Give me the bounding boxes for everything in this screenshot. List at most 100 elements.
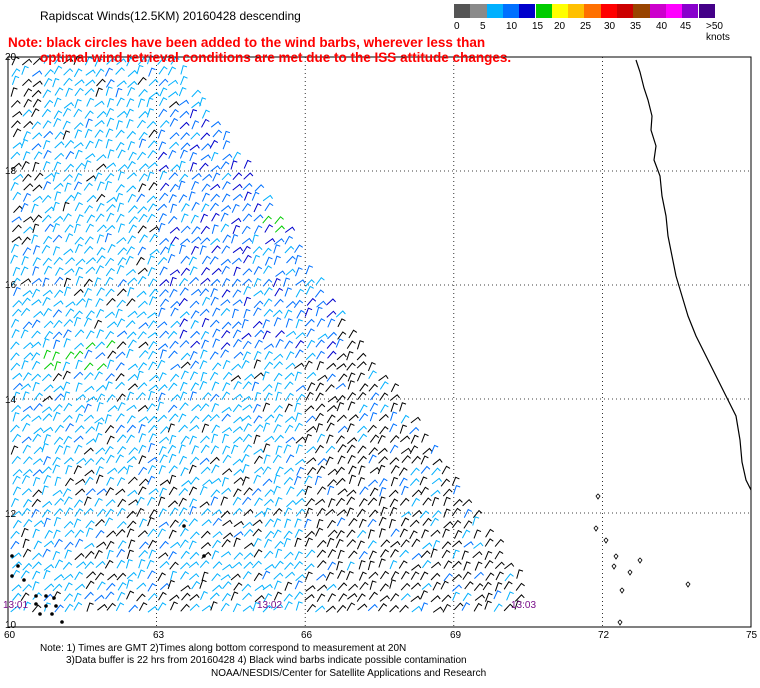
wind-barb (304, 593, 315, 601)
wind-barb (432, 539, 441, 550)
wind-barb (167, 423, 175, 433)
wind-barb (199, 380, 208, 390)
map-title: Rapidscat Winds(12.5KM) 20160428 descend… (40, 9, 301, 23)
wind-barb (209, 351, 219, 360)
wind-barb (94, 594, 105, 602)
wind-barb (473, 602, 483, 612)
wind-barb (379, 381, 389, 390)
wind-barb (190, 310, 200, 319)
wind-barb (128, 447, 139, 455)
footer-note-line2: 3)Data buffer is 22 hrs from 20160428 4)… (66, 655, 467, 666)
legend-tick-label: 0 (454, 21, 460, 32)
wind-barb (441, 541, 452, 550)
wind-barb (233, 416, 244, 424)
wind-barb (73, 310, 83, 319)
wind-barb (10, 424, 20, 433)
wind-barb (327, 485, 335, 496)
wind-barb (85, 153, 96, 160)
wind-barb (11, 162, 22, 170)
wind-barb (21, 160, 30, 170)
wind-barb (358, 497, 368, 507)
wind-barb (262, 422, 271, 432)
wind-barb (10, 99, 21, 108)
wind-barb (180, 255, 190, 264)
wind-barb (314, 412, 324, 422)
wind-barb (440, 580, 449, 590)
wind-barb (65, 351, 75, 360)
wind-barb (295, 288, 305, 298)
wind-barb (64, 182, 72, 192)
wind-barb (317, 333, 328, 340)
wind-barb (326, 422, 335, 432)
wind-barb (296, 309, 305, 319)
wind-barb (422, 447, 433, 455)
wind-barb (400, 582, 411, 591)
wind-barb (431, 467, 441, 476)
wind-barb (188, 191, 196, 201)
wind-barb (11, 329, 20, 339)
wind-barb (316, 518, 324, 529)
wind-barb (221, 321, 232, 330)
wind-barb (168, 91, 179, 98)
wind-barb (22, 498, 32, 508)
wind-barb (378, 413, 389, 422)
wind-barb (430, 572, 441, 581)
wind-barb (306, 466, 317, 476)
wind-barb (380, 404, 389, 413)
wind-barb (210, 183, 221, 191)
wind-barb (252, 403, 261, 413)
wind-barb (147, 528, 157, 537)
wind-barb (210, 278, 221, 286)
wind-barb (170, 570, 177, 581)
wind-barb (388, 489, 399, 498)
wind-barb (167, 79, 179, 87)
wind-barb (136, 392, 146, 401)
wind-barb (96, 154, 107, 162)
wind-barb (85, 488, 96, 496)
wind-barb (357, 455, 367, 464)
wind-barb (94, 371, 103, 380)
wind-barb (304, 307, 313, 317)
wind-barb (168, 100, 180, 108)
wind-barb (84, 372, 94, 380)
wind-barb (170, 164, 181, 172)
wind-barb (157, 203, 168, 211)
wind-barb (159, 170, 168, 180)
wind-barb (421, 433, 429, 443)
wind-barb (64, 529, 75, 538)
wind-barb (10, 497, 19, 508)
wind-barb (451, 507, 461, 517)
wind-barb (105, 381, 113, 391)
wind-barb (84, 110, 94, 119)
wind-barb (44, 99, 54, 108)
legend-tick-label: 35 (630, 21, 642, 32)
wind-barb (53, 215, 64, 223)
wind-barb (126, 404, 137, 412)
wind-barb (451, 519, 462, 529)
wind-barb (221, 265, 230, 275)
wind-barb (42, 89, 52, 98)
wind-barb (126, 331, 137, 339)
wind-barb (138, 549, 149, 558)
wind-barb (64, 268, 75, 275)
wind-barb (63, 68, 74, 76)
wind-barb (74, 236, 84, 245)
wind-barb (178, 297, 188, 307)
wind-barb (243, 159, 252, 169)
wind-barb (316, 300, 327, 308)
wind-barb (179, 339, 190, 348)
wind-barb (158, 222, 166, 233)
wind-barb (73, 191, 82, 201)
wind-barb (241, 395, 252, 403)
wind-barb (272, 454, 282, 464)
wind-barb (31, 299, 42, 306)
wind-barb (136, 370, 144, 381)
lon-label-72: 72 (598, 630, 610, 641)
wind-barb (484, 559, 494, 569)
wind-barb (180, 550, 190, 559)
wind-barb (22, 289, 33, 297)
wind-barb (254, 329, 265, 338)
wind-barb (461, 601, 471, 611)
wind-barb (325, 605, 336, 613)
wind-barb (157, 392, 166, 402)
